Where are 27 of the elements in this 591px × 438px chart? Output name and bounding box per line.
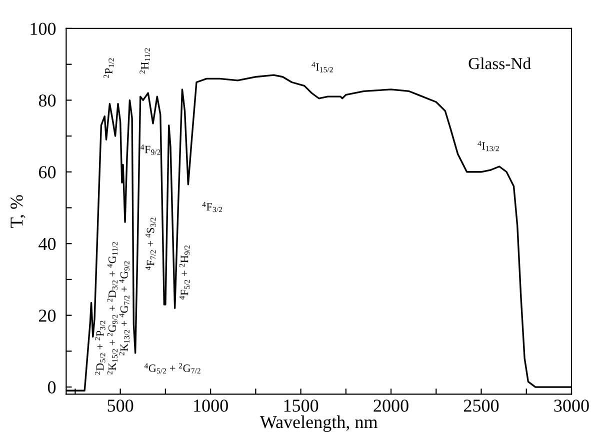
y-tick-label: 0 <box>48 381 56 394</box>
y-tick-label: 100 <box>30 22 56 35</box>
annotation: $^{4}$F$_{3/2}$ <box>202 202 222 212</box>
y-tick-label: 80 <box>38 94 56 107</box>
annotation: $^{2}$D$_{5/2}$ + $^{2}$P$_{3/2}$ <box>94 320 106 375</box>
x-tick-label: 3000 <box>554 400 589 412</box>
x-tick-label: 1500 <box>284 400 318 412</box>
y-tick-label: 20 <box>39 310 56 322</box>
y-tick-label: 40 <box>38 238 56 250</box>
x-tick-label: 1000 <box>194 400 228 412</box>
annotation: $^{2}$H$_{11/2}$ <box>140 48 150 74</box>
x-axis-title: Wavelength, nm <box>260 415 378 432</box>
annotation: $^{2}$P$_{1/2}$ <box>104 58 114 78</box>
annotation: $^{4}$I$_{15/2}$ <box>312 62 333 72</box>
annotation: $^{4}$F$_{9/2}$ <box>140 144 160 155</box>
annotation: $^{4}$I$_{13/2}$ <box>478 140 499 152</box>
text: $^{2}$K$_{15/2}$ + $^{2}$G$_{9/2}$ + $^{2}$D$_{3/2}$ + $^{4}$G$_{11/2}$ <box>107 242 118 374</box>
annotation: Glass-Nd <box>468 57 531 70</box>
x-tick-label: 2500 <box>464 400 499 412</box>
x-tick-label: 500 <box>108 400 134 412</box>
text: $^{2}$K$_{13/2}$ + $^{4}$G$_{7/2}$ + $^{4}$G$_{9/2}$ <box>119 261 130 356</box>
y-axis-title: T, % <box>10 195 26 228</box>
annotation: $^{4}$F$_{7/2}$ + $^{4}$S$_{3/2}$ <box>145 218 156 270</box>
y-tick-label: 60 <box>39 166 56 178</box>
annotation: $^{4}$G$_{5/2}$ + $^{2}$G$_{7/2}$ <box>144 363 200 374</box>
x-tick-label: 2000 <box>374 400 408 412</box>
annotation: $^{4}$F$_{5/2}$ + $^{2}$H$_{9/2}$ <box>179 245 190 300</box>
